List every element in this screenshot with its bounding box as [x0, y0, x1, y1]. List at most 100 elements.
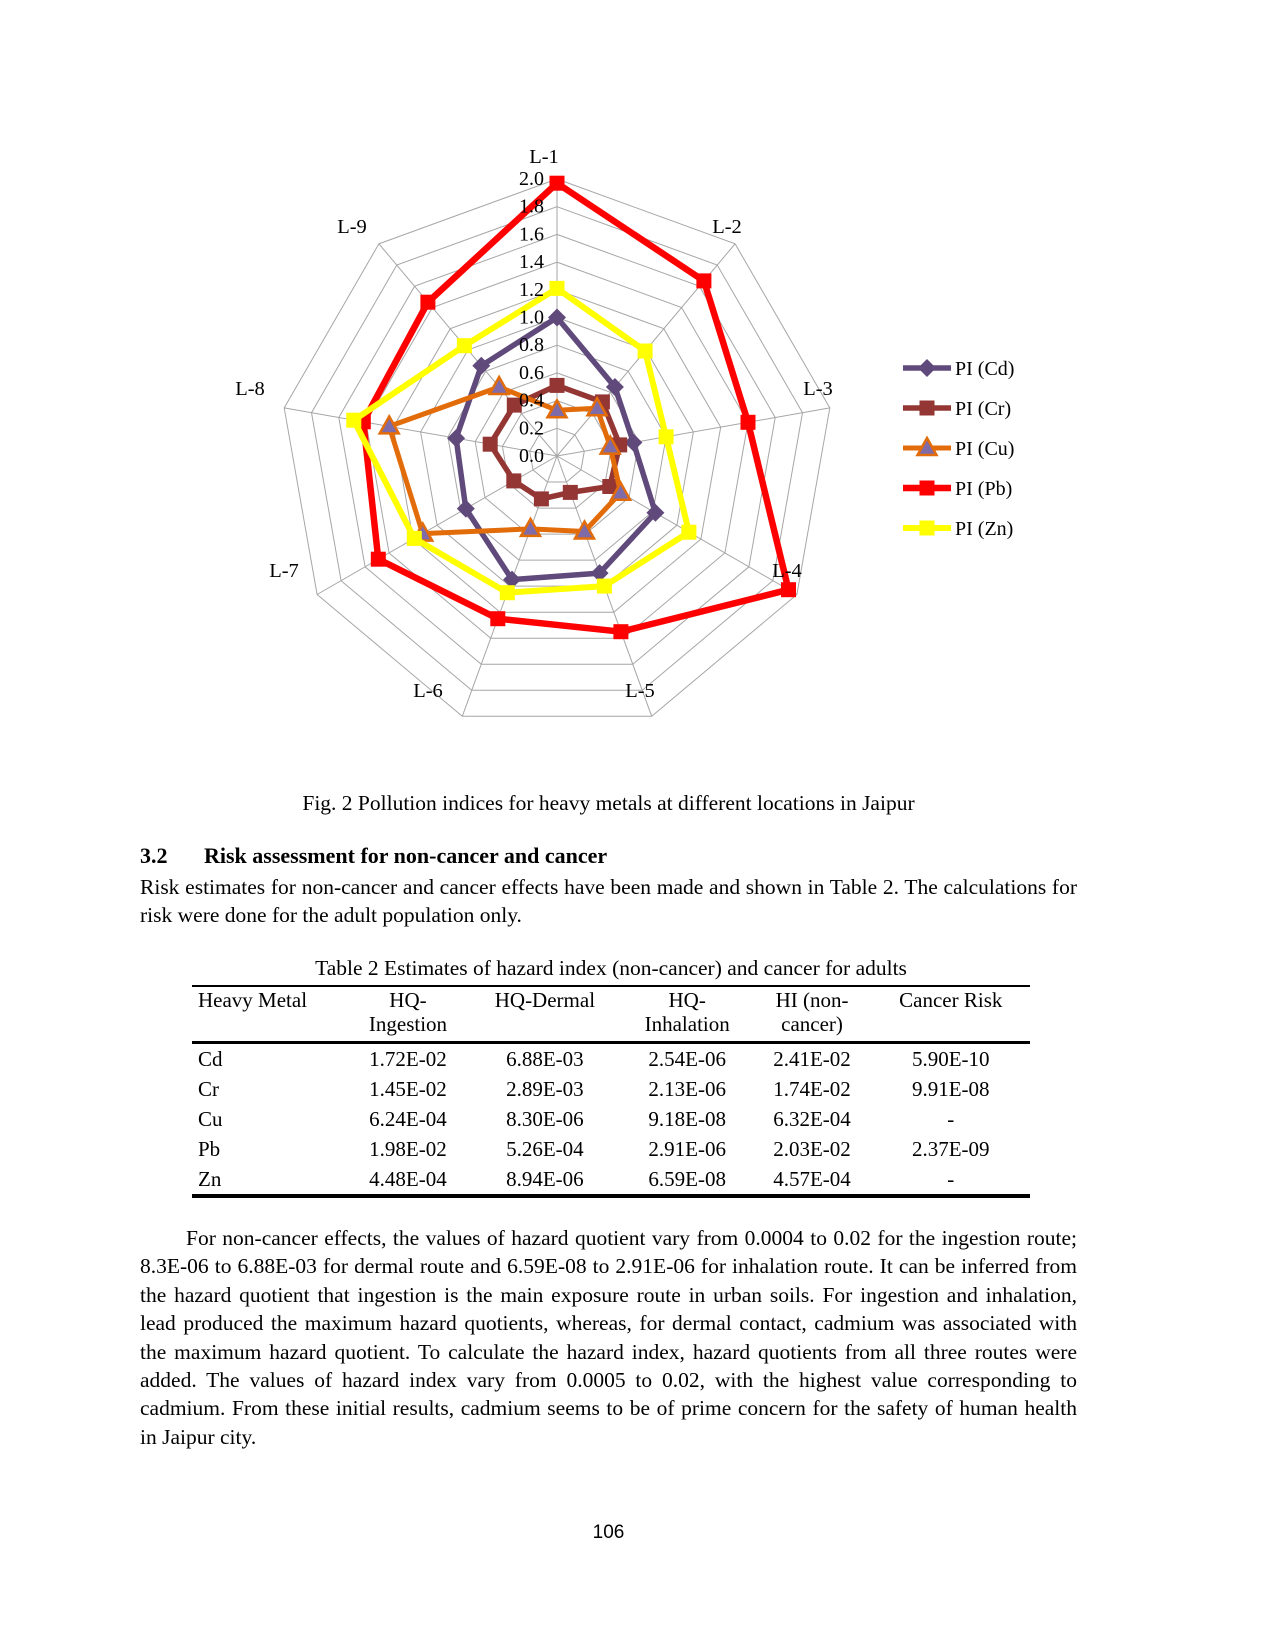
axis-label-l-4: L-4 [772, 560, 802, 582]
marker-diamond [447, 429, 466, 448]
legend-item-pi-cu: PI (Cu) [903, 435, 1014, 460]
marker-square [602, 479, 618, 494]
section-title: Risk assessment for non-cancer and cance… [204, 843, 608, 868]
grid-spoke [556, 455, 798, 595]
grid-ring [310, 206, 804, 691]
table-header-row: Heavy Metal HQ- Ingestion HQ-Dermal HQ- Inh… [192, 985, 1030, 1044]
legend-item-pi-cr: PI (Cr) [903, 398, 1011, 420]
tick-label: 0.2 [519, 417, 544, 439]
legend-label: PI (Pb) [955, 478, 1012, 500]
column-header: HI (non- cancer) [752, 985, 872, 1044]
grid-ring [420, 316, 694, 587]
table-row: Cd 1.72E-02 6.88E-03 2.54E-06 2.41E-02 5.90E-… [192, 1043, 1030, 1075]
axis-label-l-6: L-6 [413, 680, 443, 702]
marker-diamond [590, 564, 609, 583]
tick-label: 1.0 [519, 307, 544, 329]
value-cell: 6.32E-04 [773, 1106, 851, 1131]
marker-diamond [503, 570, 521, 589]
column-header: Heavy Metal [192, 985, 348, 1044]
value-cell: 4.57E-04 [752, 1164, 872, 1198]
marker-diamond [646, 503, 665, 522]
series-line [350, 285, 692, 596]
marker-square [549, 280, 565, 296]
axis-label-l-5: L-5 [625, 680, 655, 702]
axis-label-l-1: L-1 [529, 146, 559, 168]
metal-cell: Cu [198, 1106, 223, 1131]
legend-item-pi-zn: PI (Zn) [903, 518, 1013, 540]
table-row: Zn 4.48E-04 8.94E-06 6.59E-08 4.57E-04- [192, 1164, 1030, 1198]
marker-square [456, 338, 472, 354]
tick-label: 0.0 [519, 445, 544, 467]
marker-square [613, 624, 629, 640]
series-pi-zn [346, 280, 697, 601]
hazard-table: Heavy Metal HQ- Ingestion HQ-Dermal HQ- Inh… [192, 985, 1030, 1198]
legend-item-pi-pb: PI (Pb) [903, 478, 1012, 500]
tick-label: 1.4 [519, 251, 544, 273]
marker-square [490, 611, 506, 627]
grid-ring [529, 427, 585, 483]
marker-square [420, 294, 436, 310]
tick-label: 2.0 [519, 168, 544, 190]
column-header: HQ- Ingestion [348, 985, 468, 1044]
marker-square [919, 400, 935, 416]
marker-square [370, 551, 386, 567]
table-row: Pb 1.98E-02 5.26E-04 2.91E-06 2.03E-02 2.37E-… [192, 1134, 1030, 1164]
value-cell: 2.89E-03 [506, 1076, 584, 1101]
marker-triangle [585, 395, 609, 417]
series-pi-pb [355, 175, 796, 640]
metal-cell: Cd [198, 1046, 223, 1071]
marker-square [346, 412, 362, 428]
section-number: 3.2 [140, 843, 168, 868]
tick-label: 0.8 [519, 334, 544, 356]
value-cell: 8.94E-06 [467, 1164, 622, 1198]
legend-label: PI (Cd) [955, 358, 1014, 380]
marker-diamond [918, 359, 936, 377]
value-cell: 2.91E-06 [648, 1136, 726, 1161]
column-header: Cancer Risk [871, 985, 1030, 1044]
marker-square [506, 397, 522, 413]
marker-square [562, 484, 578, 500]
value-cell: 1.98E-02 [369, 1136, 447, 1161]
marker-square [499, 585, 515, 601]
marker-square [658, 429, 674, 445]
legend-label: PI (Cr) [955, 398, 1011, 420]
metal-cell: Pb [198, 1136, 221, 1161]
section-heading: 3.2 Risk assessment for non-cancer and ca… [140, 843, 1077, 869]
discussion-paragraph: For non-cancer effects, the values of ha… [140, 1226, 1077, 1449]
metal-cell: Zn [192, 1164, 348, 1198]
value-cell: 9.91E-08 [911, 1076, 990, 1101]
series-pi-cd [447, 308, 665, 589]
value-cell: - [947, 1106, 955, 1131]
series-line [386, 384, 624, 537]
marker-square [696, 273, 712, 289]
marker-triangle [487, 374, 511, 396]
grid-ring [283, 178, 831, 717]
legend-label: PI (Cu) [955, 438, 1014, 460]
pollution-radar-chart: 0.0 0.2 0.4 0.6 0.8 1.0 1.2 1.4 1.6 1.8 2.0L-1 L-2 L… [235, 146, 1014, 717]
value-cell: 1.74E-02 [773, 1076, 851, 1101]
value-cell: 5.26E-04 [506, 1136, 584, 1161]
axis-label-l-2: L-2 [712, 216, 742, 238]
grid-ring [365, 261, 749, 639]
column-header: HQ-Dermal [467, 985, 622, 1044]
table-title: Table 2 Estimates of hazard index (non-c… [315, 956, 907, 980]
value-cell: 4.48E-04 [348, 1164, 468, 1198]
marker-square [482, 436, 498, 452]
marker-square [549, 377, 565, 393]
axis-label-l-7: L-7 [269, 560, 299, 582]
marker-square [406, 530, 422, 546]
legend-label: PI (Zn) [955, 518, 1013, 540]
tick-label: 1.8 [519, 196, 544, 218]
chart-legend: PI (Cd) PI (Cr) PI (Cu) PI (Pb) PI (Zn) [903, 358, 1014, 540]
value-cell: 2.54E-06 [648, 1046, 726, 1071]
marker-triangle [598, 434, 622, 455]
tick-label: 1.2 [519, 279, 544, 301]
marker-square [919, 480, 935, 496]
value-cell: 6.24E-04 [369, 1106, 447, 1131]
column-header: HQ- Inhalation [621, 985, 753, 1044]
marker-square [781, 582, 796, 598]
marker-square [596, 578, 612, 594]
marker-square [533, 491, 549, 507]
series-line [360, 179, 792, 635]
